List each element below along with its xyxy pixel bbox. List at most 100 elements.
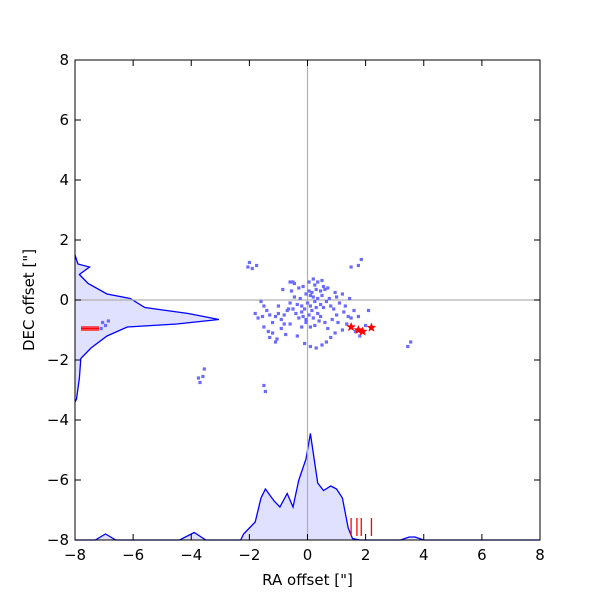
scatter-point — [349, 316, 353, 320]
scatter-point — [319, 314, 323, 319]
scatter-point — [305, 301, 310, 305]
star-marker — [353, 324, 364, 335]
scatter-point — [289, 289, 294, 293]
scatter-point — [342, 310, 346, 314]
scatter-point — [346, 314, 350, 319]
scatter-point — [304, 317, 308, 322]
scatter-point — [311, 295, 315, 299]
scatter-point — [314, 305, 318, 310]
scatter-point — [282, 322, 286, 326]
scatter-point — [263, 389, 267, 394]
scatter-point — [276, 304, 280, 308]
y-tick-label: −2 — [47, 351, 69, 369]
source-markers — [81, 321, 377, 536]
scatter-point — [198, 380, 202, 385]
scatter-point — [99, 326, 103, 331]
scatter-point — [307, 289, 311, 293]
scatter-point — [262, 383, 266, 388]
y-tick-label: −8 — [47, 531, 69, 549]
scatter-point — [348, 296, 352, 301]
scatter-point — [321, 305, 326, 310]
scatter-point — [319, 289, 323, 293]
scatter-point — [106, 319, 110, 323]
scatter-point — [295, 302, 299, 307]
scatter-point — [314, 346, 318, 350]
scatter-point — [358, 334, 362, 338]
scatter-point — [343, 304, 347, 308]
scatter-point — [253, 311, 257, 316]
scatter-point — [287, 307, 291, 311]
scatter-point — [268, 335, 272, 340]
scatter-point — [326, 326, 330, 331]
scatter-point — [295, 334, 299, 338]
scatter-point — [271, 331, 275, 335]
reference-lines — [75, 60, 540, 540]
x-tick-label: 2 — [361, 546, 371, 564]
scatter-point — [288, 280, 292, 284]
scatter-point — [311, 316, 315, 320]
y-tick-label: 4 — [59, 171, 69, 189]
y-tick-label: 0 — [59, 291, 69, 309]
scatter-point — [308, 304, 312, 308]
scatter-point — [352, 308, 356, 313]
scatter-point — [330, 317, 334, 322]
x-tick-label: −2 — [238, 546, 260, 564]
scatter-point — [353, 329, 358, 334]
scatter-point — [320, 293, 324, 298]
scatter-point — [291, 280, 295, 284]
scatter-point — [259, 299, 263, 304]
scatter-point — [268, 313, 272, 317]
scatter-point — [323, 287, 327, 292]
scatter-point — [281, 287, 285, 292]
scatter-point — [310, 290, 314, 295]
scatter-point — [297, 286, 301, 290]
scatter-point — [304, 320, 308, 325]
scatter-point — [335, 313, 339, 317]
axis-ticks: −8 −6 −4 −2 0 2 4 6 8 −8 −6 −4 −2 0 2 4 6 8 — [47, 51, 545, 564]
y-tick-label: 8 — [59, 51, 69, 69]
scatter-point — [333, 331, 337, 335]
scatter-point — [275, 337, 279, 341]
scatter-point — [288, 301, 292, 305]
scatter-point — [202, 367, 206, 371]
scatter-point — [284, 332, 288, 337]
scatter-point — [324, 299, 328, 304]
scatter-point — [307, 280, 311, 284]
scatter-point — [273, 314, 278, 319]
scatter-point — [345, 322, 349, 326]
scatter-point — [308, 293, 312, 298]
scatter-point — [298, 296, 302, 301]
scatter-point — [337, 301, 342, 305]
x-tick-label: −4 — [180, 546, 202, 564]
x-tick-label: 4 — [419, 546, 429, 564]
scatter-point — [356, 263, 360, 268]
scatter-point — [326, 286, 330, 290]
x-tick-label: −8 — [64, 546, 86, 564]
scatter-point — [291, 307, 295, 311]
scatter-point — [323, 320, 327, 325]
scatter-point — [279, 326, 283, 331]
scatter-point — [262, 325, 266, 329]
scatter-point — [266, 329, 270, 334]
scatter-point — [103, 323, 108, 328]
scatter-point — [319, 302, 323, 307]
x-axis-label: RA offset ["] — [262, 571, 353, 589]
scatter-point — [279, 317, 283, 322]
scatter-point — [313, 299, 317, 304]
scatter-point — [329, 335, 333, 340]
x-tick-label: 0 — [303, 546, 313, 564]
scatter-point — [314, 287, 318, 292]
scatter-point — [313, 283, 317, 287]
x-tick-label: −6 — [122, 546, 144, 564]
scatter-point — [303, 307, 307, 311]
scatter-point — [288, 322, 292, 326]
scatter-point — [321, 284, 326, 289]
y-histogram-line — [74, 254, 220, 403]
scatter-point — [409, 340, 413, 344]
scatter-point — [320, 278, 324, 283]
scatter-point — [294, 311, 298, 316]
scatter-point — [301, 284, 305, 289]
scatter-point — [247, 260, 251, 265]
scatter-point — [246, 265, 250, 269]
